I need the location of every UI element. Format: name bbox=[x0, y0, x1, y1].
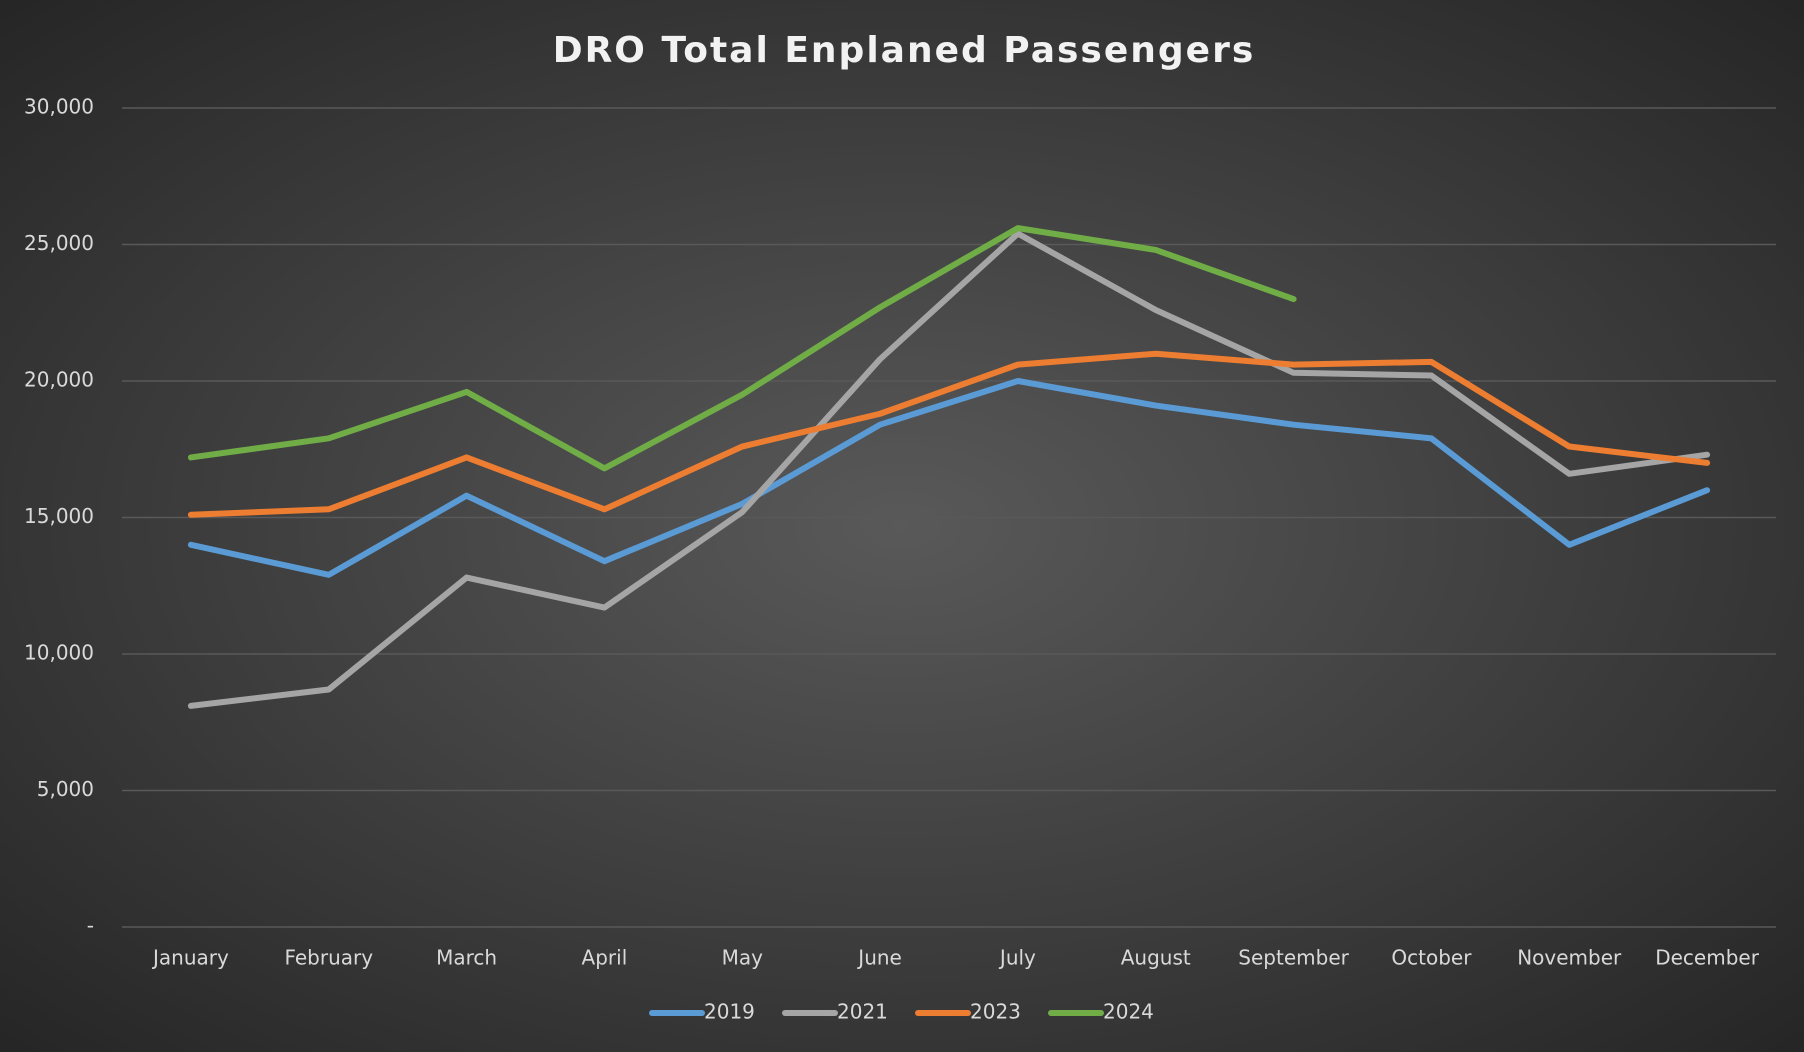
series-line bbox=[187, 230, 1711, 709]
x-tick-label: June bbox=[856, 946, 902, 970]
legend-label: 2024 bbox=[1103, 1000, 1154, 1024]
y-tick-label: - bbox=[87, 914, 94, 938]
y-tick-label: 5,000 bbox=[37, 777, 94, 801]
series-line bbox=[187, 378, 1711, 578]
y-tick-label: 30,000 bbox=[24, 95, 94, 119]
x-tick-label: October bbox=[1391, 946, 1472, 970]
y-tick-label: 10,000 bbox=[24, 641, 94, 665]
chart-title: DRO Total Enplaned Passengers bbox=[553, 30, 1256, 71]
x-tick-label: March bbox=[436, 946, 497, 970]
x-tick-label: July bbox=[998, 946, 1036, 970]
legend-label: 2023 bbox=[970, 1000, 1021, 1024]
x-tick-label: August bbox=[1121, 946, 1191, 970]
x-tick-label: February bbox=[284, 946, 373, 970]
series-line bbox=[187, 350, 1711, 518]
legend-label: 2021 bbox=[837, 1000, 888, 1024]
series-line bbox=[187, 225, 1297, 472]
legend-label: 2019 bbox=[704, 1000, 755, 1024]
x-tick-label: December bbox=[1655, 946, 1759, 970]
y-tick-label: 20,000 bbox=[24, 368, 94, 392]
y-tick-label: 25,000 bbox=[24, 231, 94, 255]
x-tick-label: April bbox=[582, 946, 628, 970]
y-tick-label: 15,000 bbox=[24, 504, 94, 528]
x-tick-label: May bbox=[722, 946, 764, 970]
x-tick-label: September bbox=[1238, 946, 1349, 970]
x-tick-label: November bbox=[1517, 946, 1622, 970]
x-tick-label: January bbox=[151, 946, 229, 970]
